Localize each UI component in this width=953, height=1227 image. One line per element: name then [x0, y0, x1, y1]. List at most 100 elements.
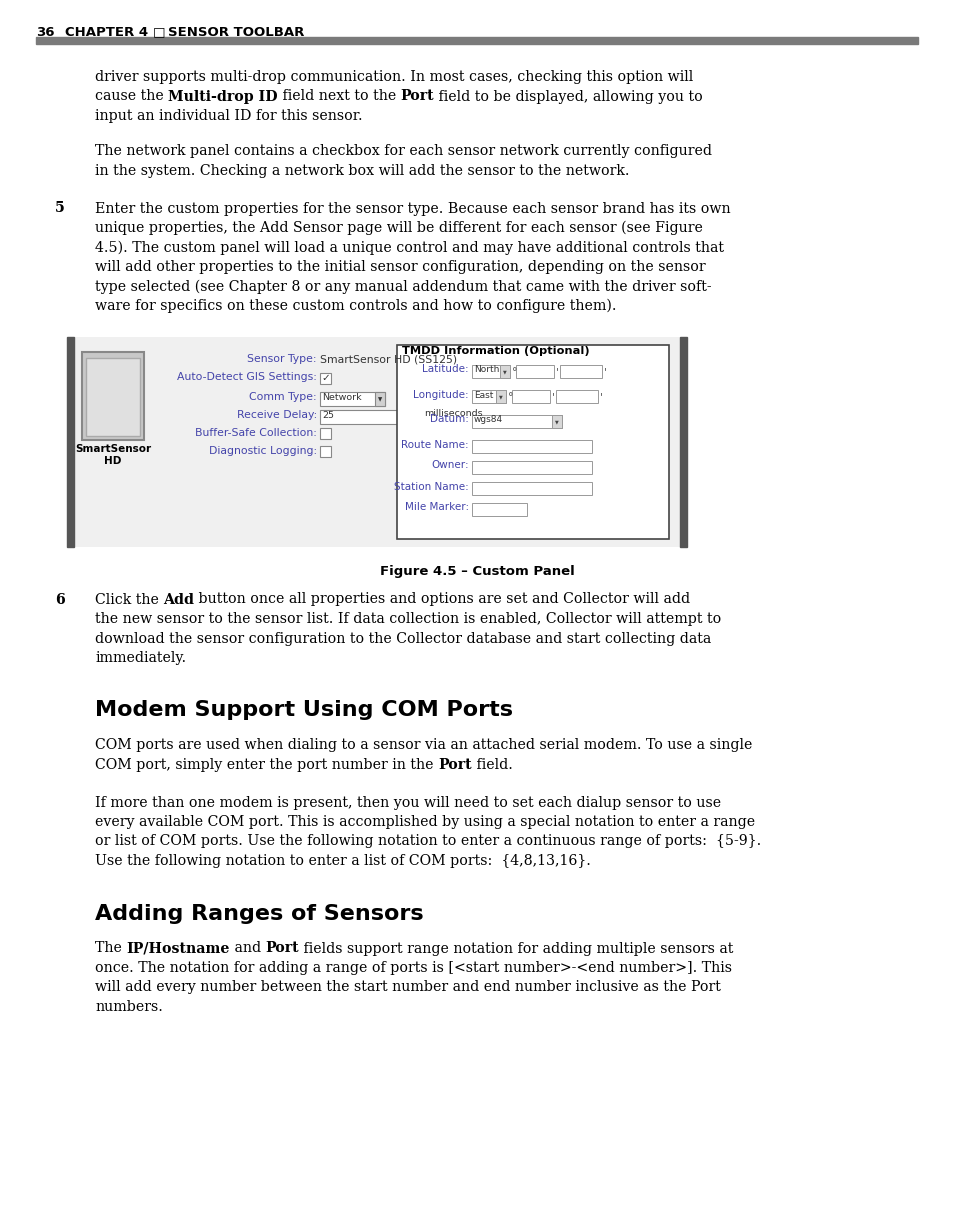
Text: download the sensor configuration to the Collector database and start collecting: download the sensor configuration to the…: [95, 632, 711, 645]
Bar: [67, 336, 74, 546]
Bar: [559, 364, 601, 378]
Text: North: North: [474, 366, 498, 374]
Bar: [472, 389, 505, 402]
Text: every available COM port. This is accomplished by using a special notation to en: every available COM port. This is accomp…: [95, 815, 755, 829]
Text: and: and: [230, 941, 265, 956]
Text: Adding Ranges of Sensors: Adding Ranges of Sensors: [95, 903, 423, 924]
Text: Port: Port: [437, 758, 471, 772]
Text: will add other properties to the initial sensor configuration, depending on the : will add other properties to the initial…: [95, 260, 705, 274]
Text: ▼: ▼: [377, 398, 382, 402]
Bar: [319, 391, 385, 405]
Text: East: East: [474, 390, 493, 400]
Text: Enter the custom properties for the sensor type. Because each sensor brand has i: Enter the custom properties for the sens…: [95, 201, 730, 216]
Text: Port: Port: [265, 941, 298, 956]
Text: COM port, simply enter the port number in the: COM port, simply enter the port number i…: [95, 758, 437, 772]
Text: Mile Marker:: Mile Marker:: [404, 503, 469, 513]
Bar: [556, 389, 598, 402]
Text: Buffer-Safe Collection:: Buffer-Safe Collection:: [195, 427, 316, 438]
Bar: [319, 373, 331, 384]
Text: □: □: [152, 26, 165, 38]
Bar: [552, 415, 561, 427]
Bar: [512, 389, 550, 402]
Text: Route Name:: Route Name:: [401, 439, 469, 449]
Text: Auto-Detect GIS Settings:: Auto-Detect GIS Settings:: [177, 373, 316, 383]
Text: wgs84: wgs84: [474, 416, 502, 425]
Bar: [472, 460, 592, 474]
Text: ware for specifics on these custom controls and how to configure them).: ware for specifics on these custom contr…: [95, 299, 616, 313]
Bar: [499, 364, 510, 378]
Text: Figure 4.5 – Custom Panel: Figure 4.5 – Custom Panel: [379, 564, 574, 578]
Text: Click the: Click the: [95, 593, 163, 606]
Text: TMDD Information (Optional): TMDD Information (Optional): [401, 346, 589, 356]
Text: field.: field.: [471, 758, 512, 772]
Text: will add every number between the start number and end number inclusive as the P: will add every number between the start …: [95, 980, 720, 995]
Text: COM ports are used when dialing to a sensor via an attached serial modem. To use: COM ports are used when dialing to a sen…: [95, 739, 752, 752]
Text: °: °: [507, 393, 513, 402]
Bar: [472, 481, 592, 494]
Text: ▼: ▼: [502, 369, 506, 374]
Bar: [496, 389, 505, 402]
Text: CHAPTER 4: CHAPTER 4: [65, 26, 148, 38]
Bar: [36, 37, 917, 44]
Text: The network panel contains a checkbox for each sensor network currently configur: The network panel contains a checkbox fo…: [95, 145, 711, 158]
Text: Owner:: Owner:: [431, 460, 469, 470]
Bar: [516, 364, 554, 378]
Text: SmartSensor HD (SS125): SmartSensor HD (SS125): [319, 355, 456, 364]
Text: button once all properties and options are set and Collector will add: button once all properties and options a…: [194, 593, 690, 606]
Text: Longitude:: Longitude:: [413, 389, 469, 400]
Text: Port: Port: [400, 90, 434, 103]
Text: SmartSensor: SmartSensor: [75, 443, 151, 454]
Text: driver supports multi-drop communication. In most cases, checking this option wi: driver supports multi-drop communication…: [95, 70, 693, 83]
Text: cause the: cause the: [95, 90, 168, 103]
Bar: [319, 445, 331, 456]
Text: type selected (see Chapter 8 or any manual addendum that came with the driver so: type selected (see Chapter 8 or any manu…: [95, 280, 711, 294]
Text: Receive Delay:: Receive Delay:: [236, 410, 316, 420]
Text: Network: Network: [322, 393, 361, 401]
Text: numbers.: numbers.: [95, 1000, 163, 1014]
Bar: [86, 357, 140, 436]
Text: in the system. Checking a network box will add the sensor to the network.: in the system. Checking a network box wi…: [95, 164, 629, 178]
Text: ▼: ▼: [555, 418, 558, 425]
Text: the new sensor to the sensor list. If data collection is enabled, Collector will: the new sensor to the sensor list. If da…: [95, 612, 720, 626]
Text: fields support range notation for adding multiple sensors at: fields support range notation for adding…: [298, 941, 733, 956]
Text: input an individual ID for this sensor.: input an individual ID for this sensor.: [95, 109, 362, 123]
Text: Sensor Type:: Sensor Type:: [247, 355, 316, 364]
Text: 36: 36: [36, 26, 54, 38]
Text: Use the following notation to enter a list of COM ports:  {4,8,13,16}.: Use the following notation to enter a li…: [95, 854, 590, 867]
Bar: [67, 336, 686, 546]
Text: 4.5). The custom panel will load a unique control and may have additional contro: 4.5). The custom panel will load a uniqu…: [95, 240, 723, 255]
Text: Add: Add: [163, 593, 194, 606]
Bar: [472, 415, 561, 427]
Bar: [679, 336, 686, 546]
Text: field to be displayed, allowing you to: field to be displayed, allowing you to: [434, 90, 702, 103]
Bar: [472, 503, 526, 515]
Text: °: °: [512, 368, 517, 378]
Text: or list of COM ports. Use the following notation to enter a continuous range of : or list of COM ports. Use the following …: [95, 834, 760, 849]
Text: Modem Support Using COM Ports: Modem Support Using COM Ports: [95, 701, 513, 720]
Text: Latitude:: Latitude:: [422, 364, 469, 374]
Text: ✓: ✓: [321, 373, 330, 384]
Text: milliseconds: milliseconds: [423, 410, 482, 418]
Text: 25: 25: [322, 411, 334, 420]
Bar: [82, 351, 144, 439]
Text: HD: HD: [104, 455, 122, 465]
Text: Datum:: Datum:: [430, 415, 469, 425]
Bar: [319, 427, 331, 438]
Text: 5: 5: [55, 201, 65, 216]
Bar: [396, 345, 668, 539]
Text: SENSOR TOOLBAR: SENSOR TOOLBAR: [168, 26, 304, 38]
Text: ▼: ▼: [498, 394, 502, 399]
Bar: [375, 391, 385, 405]
Text: Multi-drop ID: Multi-drop ID: [168, 90, 277, 103]
Text: Comm Type:: Comm Type:: [249, 391, 316, 401]
Text: ': ': [556, 368, 558, 378]
Text: Diagnostic Logging:: Diagnostic Logging:: [209, 445, 316, 455]
Bar: [472, 364, 510, 378]
Bar: [472, 439, 592, 453]
Text: ': ': [552, 393, 555, 402]
Text: field next to the: field next to the: [277, 90, 400, 103]
Text: The: The: [95, 941, 126, 956]
Text: Station Name:: Station Name:: [394, 481, 469, 492]
Text: ': ': [603, 368, 606, 378]
Text: IP/Hostname: IP/Hostname: [126, 941, 230, 956]
